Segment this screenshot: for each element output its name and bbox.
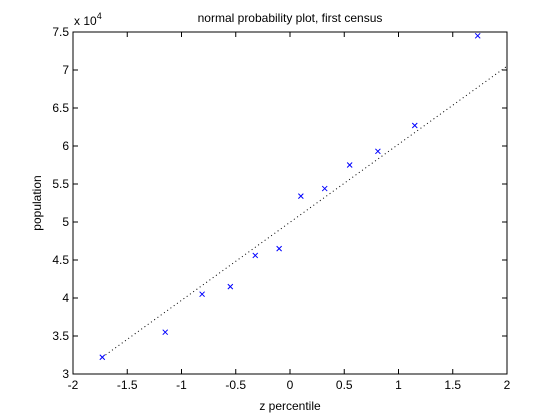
x-tick-label: 0: [287, 378, 294, 392]
y-tick-label: 3.5: [52, 329, 69, 343]
y-tick-label: 5: [62, 215, 69, 229]
data-point-marker: [297, 193, 304, 200]
data-point-marker: [321, 185, 328, 192]
y-tick-label: 5.5: [52, 177, 69, 191]
y-tick-label: 4: [62, 291, 69, 305]
data-point-marker: [375, 148, 381, 155]
x-tick-label: -1.5: [117, 378, 138, 392]
data-point-marker: [252, 252, 259, 259]
y-tick-label: 7.5: [52, 25, 69, 39]
markers-layer: [99, 32, 481, 361]
y-tick-label: 7: [62, 63, 69, 77]
plot-area: [72, 31, 508, 375]
x-tick-label: 0.5: [336, 378, 353, 392]
data-point-marker: [199, 291, 205, 298]
x-tick-label: 2: [504, 378, 511, 392]
data-point-marker: [162, 329, 169, 336]
data-point-marker: [346, 162, 353, 168]
x-tick-label: -0.5: [225, 378, 246, 392]
x-tick-label: 1.5: [444, 378, 461, 392]
y-multiplier-base: x 10: [74, 14, 97, 28]
data-point-marker: [276, 245, 283, 252]
y-tick-label: 6.5: [52, 101, 69, 115]
x-tick-label: 1: [395, 378, 402, 392]
x-tick-label: -2: [68, 378, 79, 392]
data-point-marker: [474, 32, 481, 39]
y-tick-label: 3: [62, 367, 69, 381]
chart-title: normal probability plot, first census: [198, 11, 383, 25]
data-point-marker: [411, 122, 418, 129]
x-tick-label: -1: [176, 378, 187, 392]
y-tick-label: 4.5: [52, 253, 69, 267]
x-axis-label: z percentile: [259, 399, 321, 413]
data-point-marker: [227, 283, 234, 290]
y-axis-label: population: [30, 175, 44, 230]
y-multiplier-exponent: 4: [97, 11, 102, 21]
y-tick-label: 6: [62, 139, 69, 153]
data-point-marker: [99, 354, 106, 361]
ticks-layer: -2 -1.5 -1 -0.5 0 0.5 1 1.5 2 3 3.5 4 4.5 5 5.5 6 6.5 7 7.…: [52, 25, 510, 392]
y-multiplier: x 104: [74, 11, 102, 28]
